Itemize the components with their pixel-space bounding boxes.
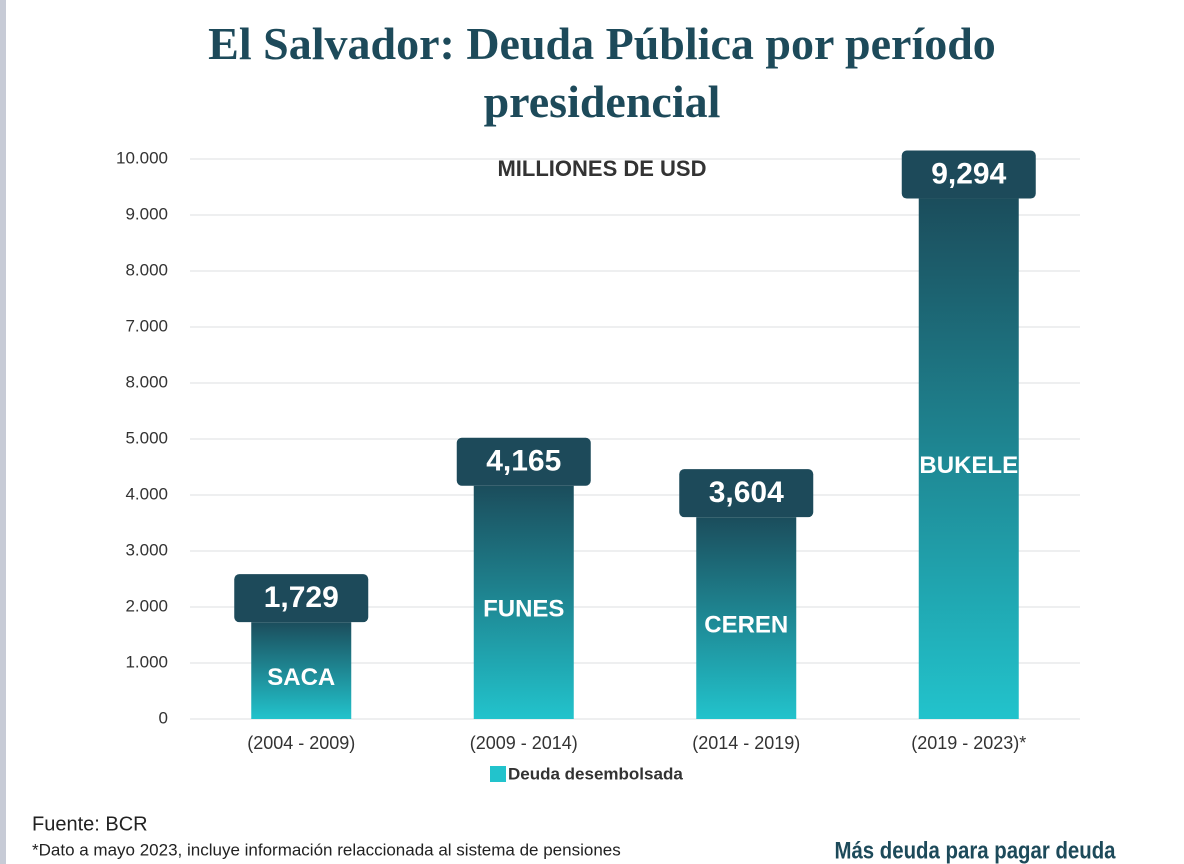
value-label-box bbox=[234, 574, 369, 623]
y-tick-label: 5.000 bbox=[125, 428, 168, 447]
value-label: 1,729 bbox=[264, 581, 339, 614]
legend-swatch bbox=[490, 766, 506, 782]
bar-name: FUNES bbox=[483, 596, 564, 623]
bar bbox=[473, 485, 574, 719]
left-strip bbox=[0, 0, 6, 864]
bar bbox=[696, 517, 797, 719]
value-label-box bbox=[679, 469, 814, 518]
y-tick-label: 9.000 bbox=[125, 204, 168, 223]
y-tick-label: 7.000 bbox=[125, 316, 168, 335]
bar-name: SACA bbox=[267, 664, 335, 691]
bar-name: CEREN bbox=[704, 611, 788, 638]
y-tick-label: 8.000 bbox=[125, 372, 168, 391]
x-tick-label: (2014 - 2019) bbox=[692, 733, 800, 753]
y-tick-label: 8.000 bbox=[125, 260, 168, 279]
x-tick-label: (2009 - 2014) bbox=[470, 733, 578, 753]
source: Fuente: BCR bbox=[32, 813, 148, 835]
tagline: Más deuda para pagar deuda bbox=[834, 837, 1116, 864]
y-tick-label: 0 bbox=[159, 708, 168, 727]
chart-subtitle: MILLIONES DE USD bbox=[497, 156, 706, 181]
note: *Dato a mayo 2023, incluye información r… bbox=[32, 840, 621, 859]
bar bbox=[251, 622, 352, 719]
x-tick-label: (2019 - 2023)* bbox=[911, 733, 1026, 753]
value-label-box bbox=[901, 150, 1036, 199]
bar bbox=[918, 198, 1019, 719]
y-tick-label: 10.000 bbox=[116, 148, 168, 167]
value-label: 4,165 bbox=[486, 445, 561, 478]
y-tick-label: 1.000 bbox=[125, 652, 168, 671]
value-label: 9,294 bbox=[931, 157, 1006, 190]
value-label-box bbox=[456, 437, 591, 486]
bar-name: BUKELE bbox=[919, 452, 1018, 479]
legend-label: Deuda desembolsada bbox=[508, 764, 683, 783]
y-tick-label: 3.000 bbox=[125, 540, 168, 559]
chart-title: El Salvador: Deuda Pública por período pr… bbox=[208, 18, 996, 127]
value-label: 3,604 bbox=[709, 476, 784, 509]
y-tick-label: 2.000 bbox=[125, 596, 168, 615]
y-tick-label: 4.000 bbox=[125, 484, 168, 503]
x-tick-label: (2004 - 2009) bbox=[247, 733, 355, 753]
